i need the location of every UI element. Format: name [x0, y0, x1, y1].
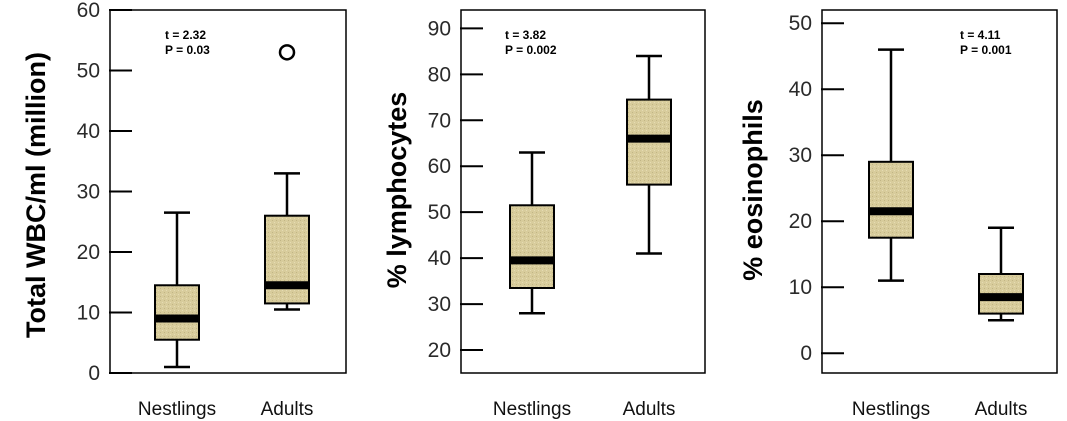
y-tick-label: 30 [77, 181, 100, 204]
t-statistic-label: t = 2.32 [165, 28, 206, 42]
p-value-label: P = 0.002 [505, 43, 557, 57]
x-category-label: Adults [975, 399, 1028, 420]
y-tick-label: 20 [789, 210, 812, 233]
x-category-label: Nestlings [852, 399, 930, 420]
box-adults: Adults [261, 44, 314, 420]
iqr-box [509, 204, 555, 289]
x-category-label: Nestlings [138, 399, 216, 420]
boxes: Nestlings Adults [493, 54, 676, 420]
t-statistic-label: t = 3.82 [505, 28, 546, 42]
y-tick-label: 20 [77, 241, 100, 264]
y-tick-label: 70 [428, 109, 451, 132]
boxes: Nestlings Adults [852, 48, 1028, 420]
t-statistic-label: t = 4.11 [960, 28, 1001, 42]
plot-frame [460, 9, 706, 374]
y-tick-label: 90 [428, 17, 451, 40]
plot-frame [109, 9, 347, 374]
y-tick-label: 40 [77, 120, 100, 143]
outlier-point [278, 44, 296, 61]
iqr-box [868, 160, 914, 239]
y-tick-label: 60 [77, 0, 100, 22]
y-tick-label: 50 [428, 201, 451, 224]
y-tick-label: 50 [77, 60, 100, 83]
p-value-label: P = 0.001 [960, 43, 1012, 57]
y-tick-label: 50 [789, 12, 812, 35]
x-category-label: Adults [261, 399, 314, 420]
box-nestlings: Nestlings [852, 48, 930, 420]
y-tick-label: 30 [789, 144, 812, 167]
y-ticks: 0 10 20 30 40 50 [789, 12, 844, 365]
x-category-label: Adults [623, 399, 676, 420]
y-axis-label: % lymphocytes [382, 92, 412, 289]
y-ticks: 0 10 20 30 40 50 60 [77, 0, 132, 385]
y-tick-label: 20 [428, 339, 451, 362]
y-tick-label: 80 [428, 63, 451, 86]
x-category-label: Nestlings [493, 399, 571, 420]
chart-panel-eosinophils: % eosinophils t = 4.11 P = 0.001 0 10 20 30… [738, 9, 1058, 420]
y-ticks: 20 30 40 50 60 70 80 90 [428, 17, 483, 362]
box-nestlings: Nestlings [138, 211, 216, 420]
y-tick-label: 10 [789, 276, 812, 299]
y-tick-label: 0 [88, 362, 100, 385]
y-axis-label: Total WBC/ml (million) [21, 52, 51, 338]
chart-panel-lymphocytes: % lymphocytes t = 3.82 P = 0.002 20 30 40 5… [382, 9, 706, 420]
plot-frame [821, 9, 1058, 374]
y-tick-label: 30 [428, 293, 451, 316]
p-value-label: P = 0.03 [165, 43, 210, 57]
chart-panel-wbc: Total WBC/ml (million) t = 2.32 P = 0.03… [21, 0, 347, 420]
y-tick-label: 10 [77, 302, 100, 325]
box-adults: Adults [975, 226, 1028, 420]
iqr-box [154, 284, 200, 341]
box-adults: Adults [623, 54, 676, 420]
y-tick-label: 0 [800, 342, 812, 365]
boxes: Nestlings Adults [138, 44, 314, 420]
y-tick-label: 40 [789, 78, 812, 101]
box-nestlings: Nestlings [493, 151, 571, 420]
iqr-box [264, 214, 310, 305]
y-axis-label: % eosinophils [738, 99, 768, 281]
y-tick-label: 40 [428, 247, 451, 270]
y-tick-label: 60 [428, 155, 451, 178]
